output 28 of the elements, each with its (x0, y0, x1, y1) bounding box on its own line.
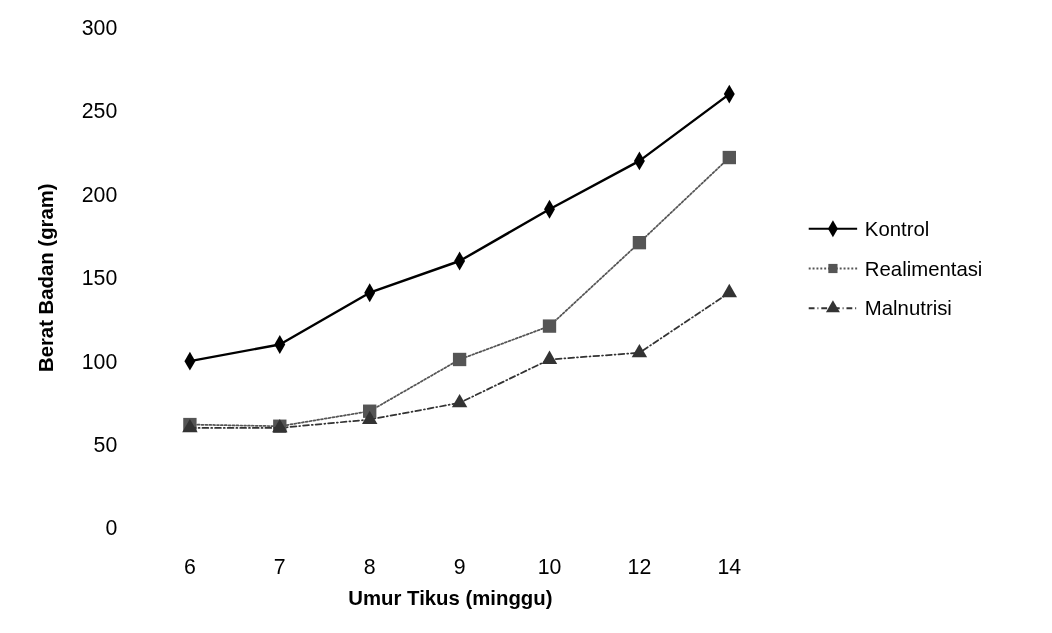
point (451, 393, 468, 408)
legend-label: Realimentasi (864, 257, 983, 280)
point (631, 343, 648, 358)
point (452, 352, 467, 367)
x-axis-title: Umur Tikus (minggu) (348, 587, 553, 610)
y-tick-label: 200 (81, 182, 118, 207)
x-tick-label: 10 (537, 555, 562, 580)
y-tick-label: 100 (81, 349, 118, 374)
x-tick-label: 12 (627, 555, 652, 580)
point (632, 235, 647, 250)
x-tick-label: 7 (273, 555, 286, 580)
x-tick-label: 14 (717, 555, 742, 580)
y-tick-label: 250 (81, 99, 118, 124)
legend-label: Malnutrisi (864, 297, 952, 320)
x-tick-label: 8 (363, 555, 376, 580)
y-tick-label: 150 (81, 266, 118, 291)
y-tick-label: 300 (81, 15, 118, 40)
point (721, 283, 738, 298)
y-axis-title: Berat Badan (gram) (35, 183, 58, 373)
point (541, 350, 558, 364)
point (361, 410, 378, 425)
y-tick-label: 50 (93, 433, 118, 458)
x-tick-label: 9 (453, 555, 466, 580)
y-tick-label: 0 (105, 516, 118, 541)
legend-label: Kontrol (864, 217, 930, 240)
point (722, 150, 736, 165)
point (542, 319, 557, 333)
x-tick-label: 6 (183, 555, 196, 580)
